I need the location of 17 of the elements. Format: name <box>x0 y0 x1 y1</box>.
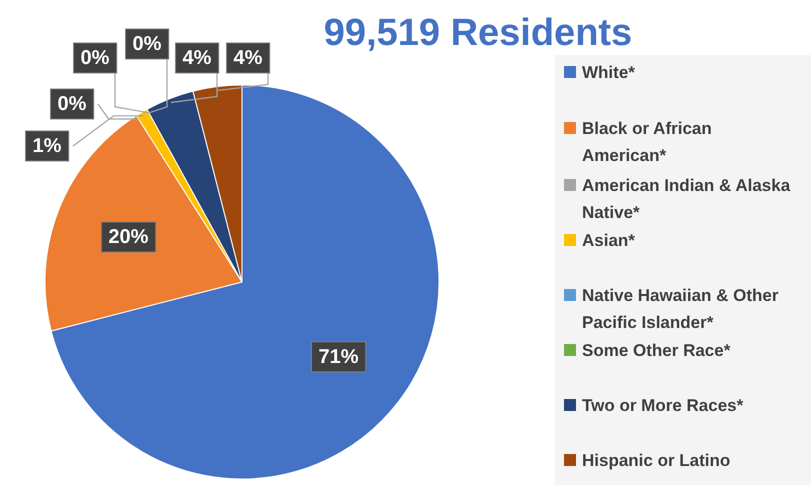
legend-label: Black or African American* <box>582 119 712 165</box>
legend-label: White* <box>582 63 636 82</box>
text: 0% <box>80 47 110 69</box>
data-label: 1% <box>32 135 62 157</box>
legend-label: Hispanic or Latino <box>582 451 730 470</box>
data-label: 71% <box>318 346 359 368</box>
chart-title: 99,519 Residents <box>324 12 632 54</box>
data-label: 20% <box>108 226 149 248</box>
legend-label: American Indian & Alaska Native* <box>582 176 791 222</box>
legend-label: Native Hawaiian & Other Pacific Islander* <box>582 286 779 332</box>
legend-label: Asian* <box>582 231 636 250</box>
text: 0% <box>132 33 162 55</box>
data-label: 4% <box>234 47 263 69</box>
legend-label: Some Other Race* <box>582 341 731 360</box>
legend-label: Two or More Races* <box>582 396 744 415</box>
data-label: 4% <box>182 47 212 69</box>
text: 0% <box>58 93 86 115</box>
